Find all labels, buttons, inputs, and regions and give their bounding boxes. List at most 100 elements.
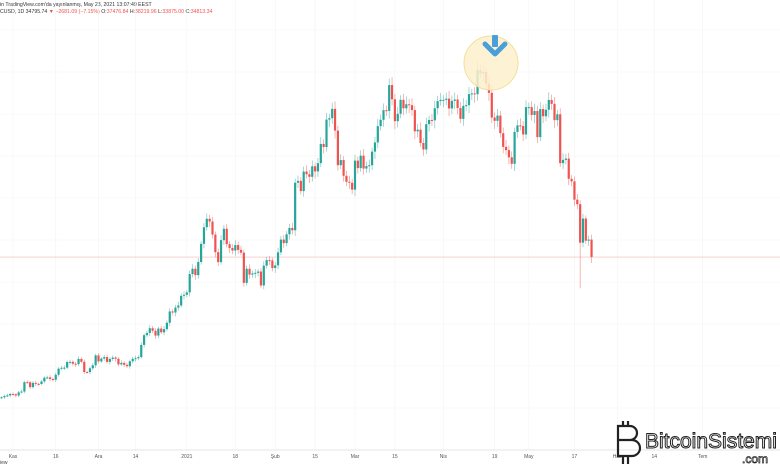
candle-body (499, 115, 502, 134)
candle-body (105, 357, 109, 362)
candle (490, 84, 493, 124)
candle-body (46, 377, 49, 379)
candle-body (271, 260, 274, 269)
candle (128, 359, 131, 369)
candle-body (123, 362, 126, 365)
candle (433, 100, 436, 129)
candle (408, 98, 411, 113)
candle (459, 101, 462, 124)
candle (180, 293, 183, 308)
candle-body (299, 180, 302, 192)
candle-body (268, 260, 271, 262)
candle (105, 354, 109, 364)
candle (465, 99, 468, 112)
candle-body (379, 119, 382, 127)
candle-body (68, 361, 72, 363)
candle-body (302, 171, 305, 192)
high-label: H: (129, 9, 135, 15)
candle-body (556, 114, 559, 121)
x-tick-label: 14 (651, 454, 657, 460)
candle (63, 365, 66, 370)
candle-body (259, 271, 263, 286)
candle-body (160, 328, 163, 333)
candle (504, 140, 508, 155)
candle (6, 393, 9, 398)
candle (519, 118, 522, 131)
candle (111, 355, 114, 361)
candle-body (510, 157, 513, 164)
candle-body (570, 178, 573, 182)
candle (9, 392, 12, 398)
candle-body (60, 367, 63, 369)
candle-body (308, 174, 311, 177)
candle-body (14, 394, 17, 396)
candle-body (276, 252, 280, 266)
candle (86, 370, 89, 374)
candle (331, 102, 334, 124)
candle (496, 108, 499, 128)
candle-body (493, 117, 496, 121)
candle-body (314, 166, 317, 172)
publish-info: in TradingView.com'da yayınlanmış, May 2… (0, 2, 152, 8)
candle (83, 359, 86, 375)
candle (268, 256, 271, 266)
candle (66, 360, 69, 370)
candle (587, 235, 590, 246)
footer-note: iew (0, 460, 8, 466)
candle (296, 175, 300, 188)
candle (26, 380, 29, 384)
candles (0, 61, 593, 400)
candle (584, 215, 587, 245)
candle (71, 360, 74, 366)
candle (527, 102, 530, 115)
candle (114, 356, 117, 362)
candle (413, 105, 416, 140)
candle (581, 213, 585, 248)
candle (336, 125, 339, 171)
candle (522, 121, 525, 142)
candle-body (373, 142, 377, 152)
candle-body (351, 182, 354, 190)
candle-body (143, 335, 146, 345)
candle (462, 98, 465, 126)
candle-body (393, 99, 396, 122)
candle (143, 333, 146, 348)
candle (194, 265, 197, 280)
candle (231, 244, 234, 255)
candle (328, 113, 331, 128)
candle-body (316, 163, 320, 172)
candle-body (265, 260, 268, 266)
candle-body (128, 361, 131, 367)
candle (205, 213, 208, 231)
candle-body (584, 218, 587, 241)
candle-body (368, 165, 371, 167)
candle-body (371, 151, 374, 166)
candle-body (200, 243, 203, 263)
candle (60, 365, 63, 371)
candle (254, 269, 257, 279)
x-tick-label: 2021 (181, 454, 192, 460)
candle-body (257, 271, 260, 273)
candle-body (365, 166, 368, 169)
candle (308, 169, 311, 184)
highlight-circle (463, 35, 519, 91)
candle (40, 379, 43, 386)
candle (362, 149, 365, 175)
svg-text:BitcoinSistemi: BitcoinSistemi (645, 430, 777, 453)
candle-body (348, 181, 351, 183)
candle-body (422, 142, 425, 150)
candle (91, 362, 94, 371)
candle-body (573, 181, 576, 200)
candle (259, 268, 263, 288)
candle-body (86, 372, 89, 374)
candle-body (590, 239, 593, 257)
candle (23, 380, 26, 394)
candle-body (103, 357, 106, 359)
candle (470, 88, 473, 101)
candle-body (433, 108, 436, 121)
candle-body (83, 361, 86, 373)
candle-body (188, 274, 191, 293)
candle-body (325, 119, 328, 148)
candle (131, 356, 134, 364)
